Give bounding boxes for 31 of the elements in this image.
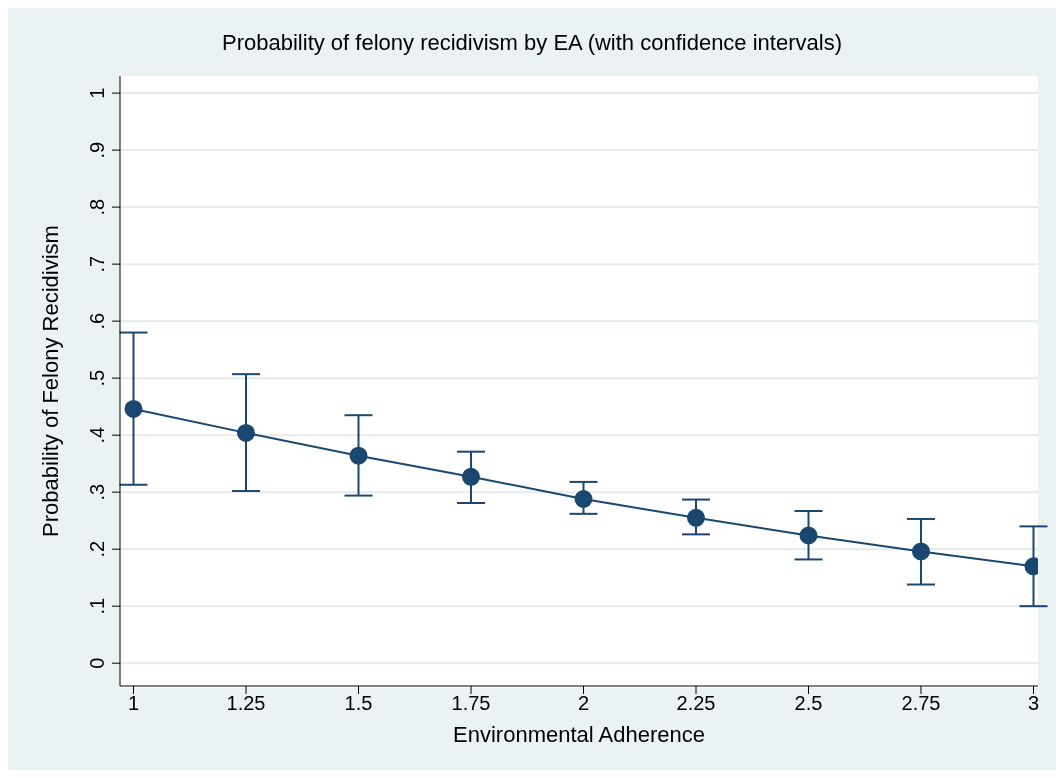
- y-tick-label: .8: [86, 198, 108, 216]
- y-tick-label: .2: [86, 540, 108, 558]
- x-tick-label: 1.5: [344, 692, 373, 715]
- y-tick-label: .1: [86, 597, 108, 615]
- y-tick-label: .4: [86, 426, 108, 444]
- point: [799, 526, 818, 545]
- chart-title: Probability of felony recidivism by EA (with confidence intervals): [221, 30, 843, 56]
- point: [124, 399, 143, 418]
- x-tick-label: 1.25: [226, 692, 266, 715]
- x-tick-label: 1.75: [451, 692, 491, 715]
- point: [237, 423, 255, 442]
- y-tick-label: .5: [86, 369, 108, 387]
- y-tick-label: .9: [86, 141, 108, 159]
- x-axis-title: Environmental Adherence: [453, 722, 705, 747]
- x-tick-label: 2.5: [794, 692, 823, 715]
- point: [687, 508, 705, 527]
- point: [462, 467, 480, 486]
- x-tick-label: 2.25: [676, 692, 716, 715]
- point: [912, 542, 930, 561]
- y-tick-label: .3: [86, 483, 108, 501]
- x-tick-label: 2.75: [901, 692, 941, 715]
- x-tick-label: 2: [577, 692, 590, 715]
- y-axis-title: Probability of Felony Recidivism: [37, 225, 63, 537]
- y-tick-label: 1: [86, 87, 108, 99]
- point: [349, 446, 368, 465]
- x-tick-label: 1: [127, 692, 140, 715]
- point: [574, 490, 593, 509]
- y-tick-label: .6: [86, 312, 108, 330]
- x-tick-label: 3: [1027, 692, 1040, 715]
- y-tick-label: .7: [86, 255, 108, 273]
- y-tick-label: 0: [86, 657, 108, 669]
